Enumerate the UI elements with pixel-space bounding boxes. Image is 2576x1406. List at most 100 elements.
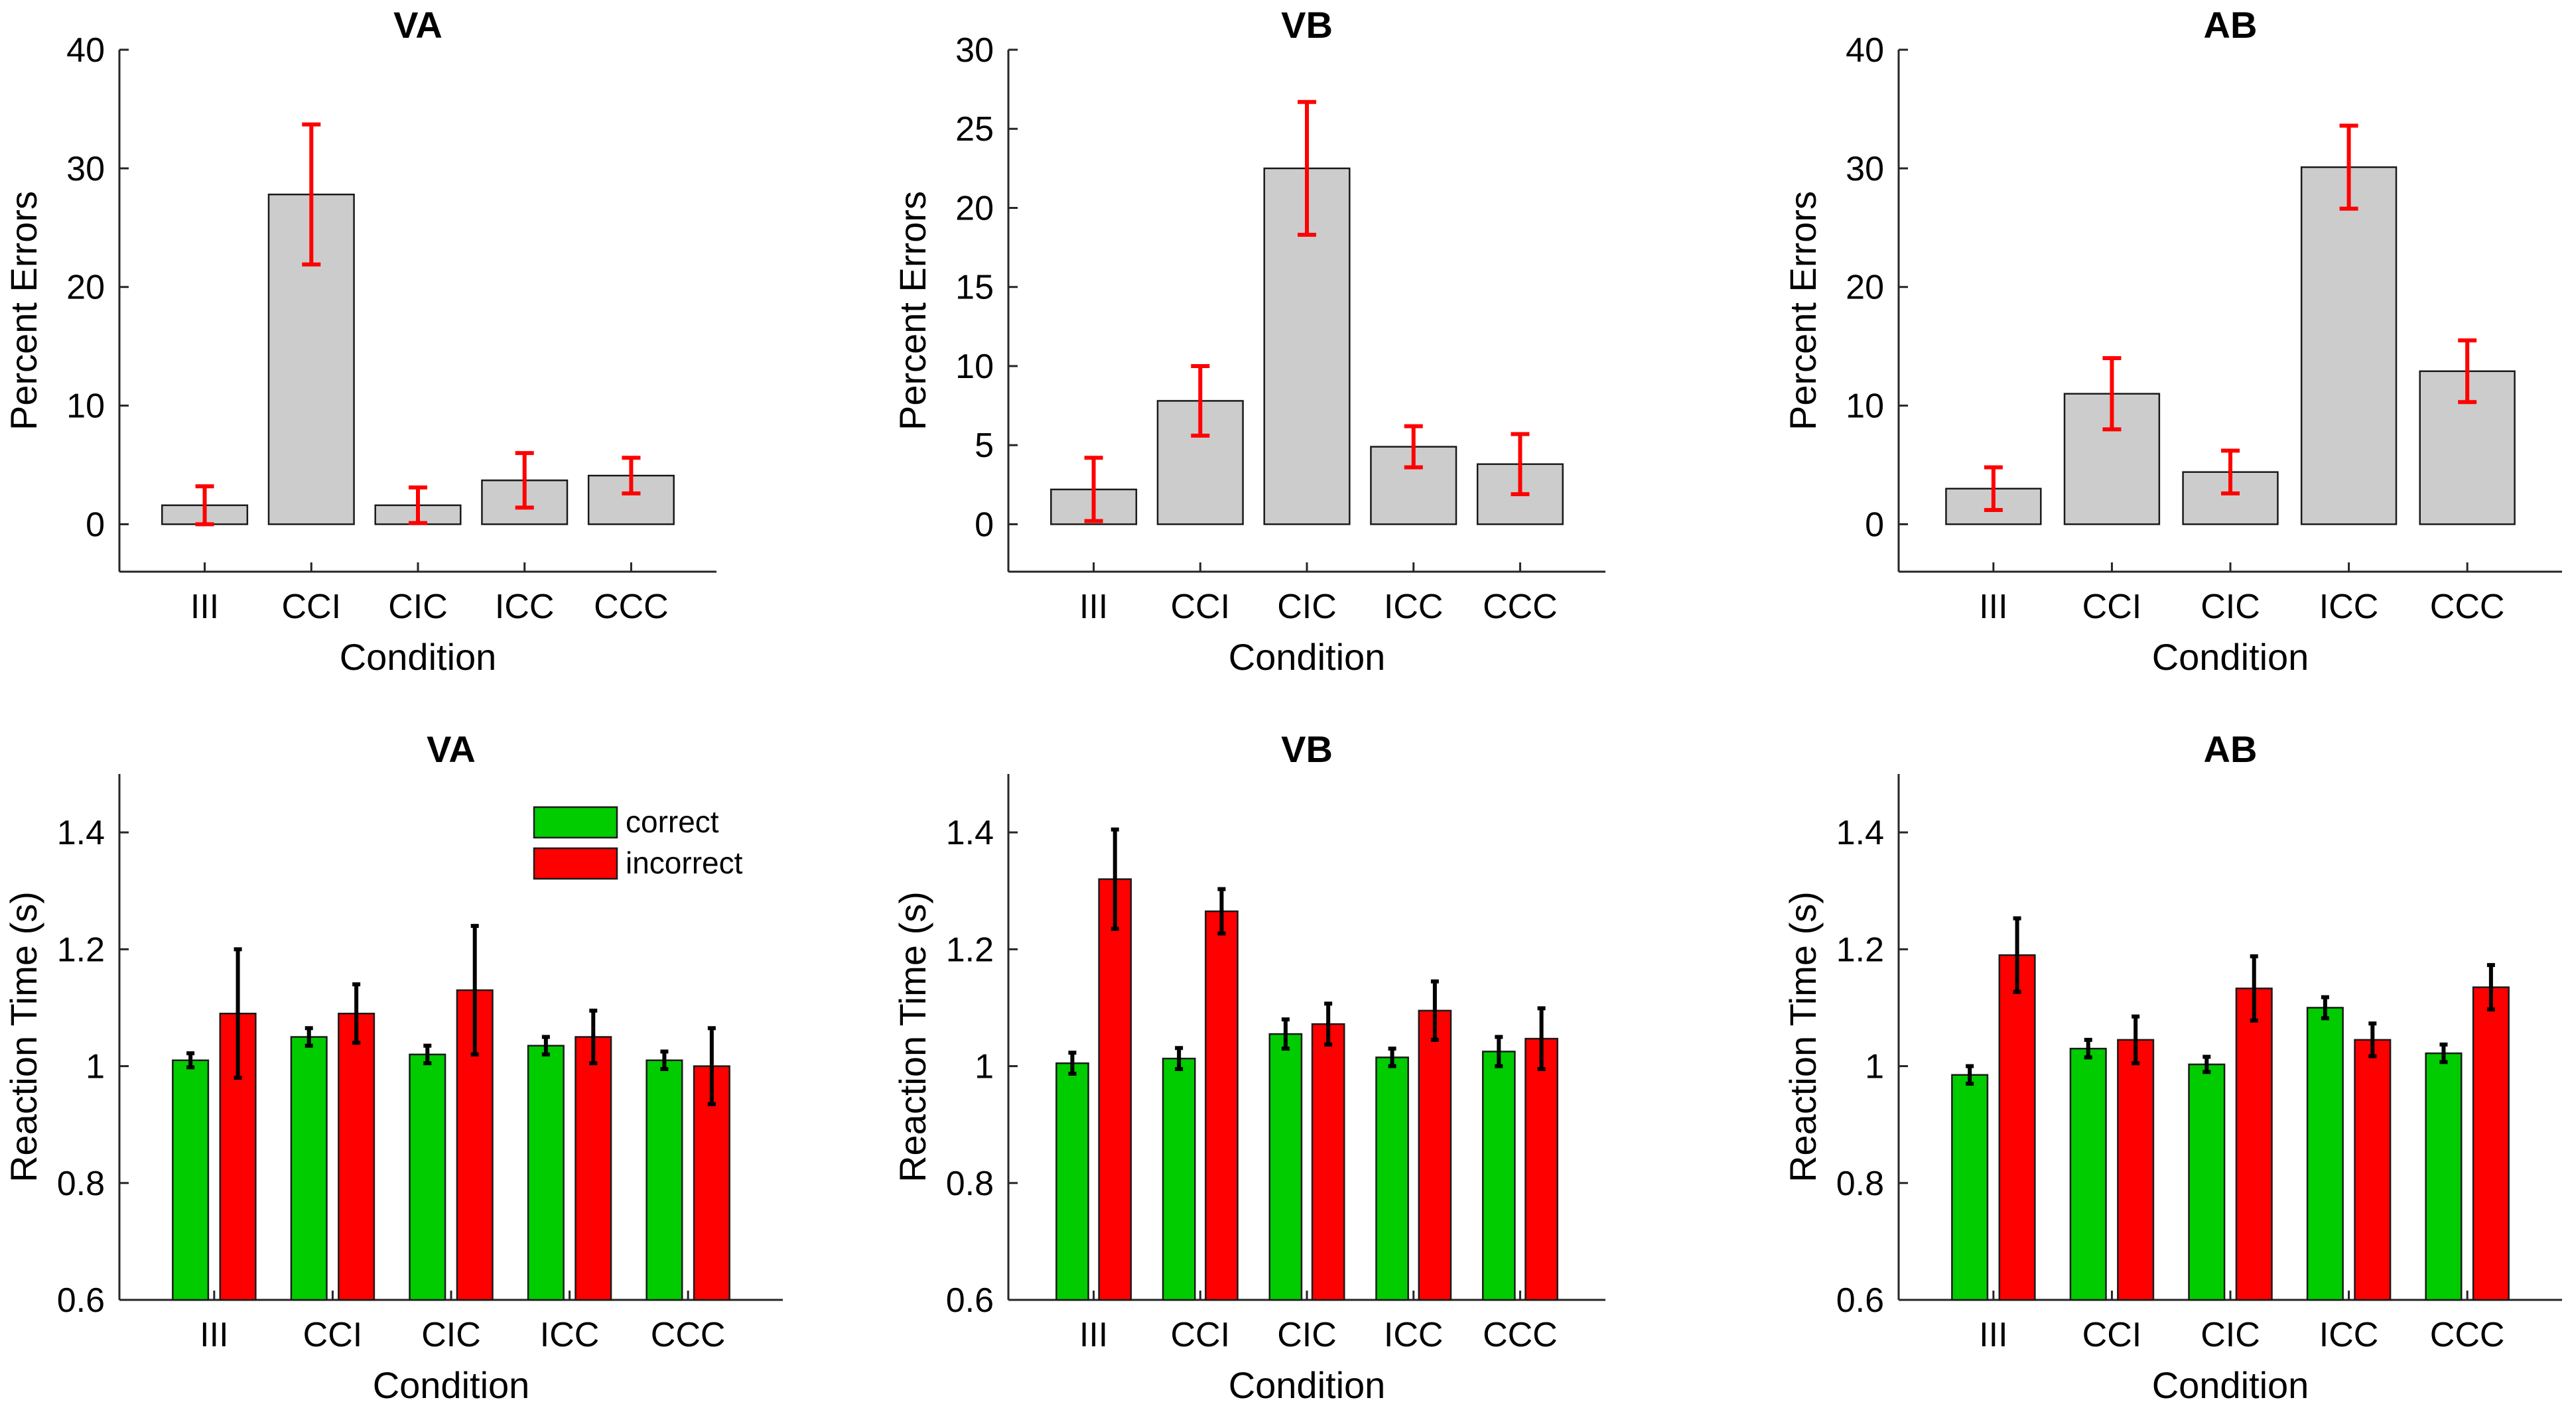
y-tick-label: 0.6: [57, 1281, 105, 1320]
y-tick-label: 0: [86, 505, 105, 544]
x-tick-label: III: [1079, 1316, 1108, 1354]
y-tick-label: 1.2: [57, 930, 105, 969]
x-tick-label: CCI: [2082, 588, 2142, 626]
x-tick-label: CIC: [1277, 1316, 1337, 1354]
x-tick-label: ICC: [540, 1316, 600, 1354]
x-tick-label: CCC: [1483, 588, 1558, 626]
y-tick-label: 0.8: [1836, 1165, 1884, 1203]
bar-correct-CCC: [2425, 1052, 2463, 1301]
y-tick-label: 10: [1846, 387, 1884, 426]
chart-panel-6: AB 0.6 0.8 1 1.2 1.4 III CCI CIC ICC CCC Condition R…: [1782, 728, 2562, 1406]
bar-incorrect-III: [1098, 878, 1132, 1301]
y-tick-label: 30: [1846, 150, 1884, 188]
y-tick-label: 30: [955, 31, 994, 70]
x-tick-label: CIC: [388, 588, 448, 626]
x-tick-label: ICC: [495, 588, 555, 626]
bar-correct-III: [1951, 1074, 1989, 1301]
bar-correct-CCI: [1162, 1057, 1196, 1301]
x-tick-label: ICC: [1384, 588, 1444, 626]
y-tick-label: 1: [1865, 1048, 1884, 1086]
legend-label-correct: correct: [626, 804, 719, 839]
bar-correct-ICC: [527, 1045, 565, 1301]
y-tick-label: 10: [66, 387, 105, 426]
y-tick-label: 5: [975, 426, 994, 465]
y-tick-label: 25: [955, 110, 994, 149]
chart-panel-1: VA 0 10 20 30 40 III CCI CIC ICC CCC Condition Perce…: [3, 4, 716, 678]
x-tick-label: CCC: [1483, 1316, 1558, 1354]
y-tick-label: 1.4: [946, 814, 994, 852]
bar-correct-CIC: [2188, 1063, 2226, 1301]
y-axis-label: Percent Errors: [1782, 191, 1824, 430]
chart-panel-2: VB 0 5 10 15 20 25 30 III CCI CIC ICC CCC Condition Pe…: [892, 4, 1605, 678]
chart-panel-3: AB 0 10 20 30 40 III CCI CIC ICC CCC Condition Perce…: [1782, 4, 2562, 678]
x-tick-label: CIC: [1277, 588, 1337, 626]
chart-panel-4: VA 0.6 0.8 1 1.2 1.4 III CCI CIC ICC CCC Condition R…: [3, 728, 783, 1406]
bar-correct-CIC: [1268, 1033, 1303, 1301]
bar-incorrect-CCI: [338, 1013, 375, 1301]
x-tick-label: CCC: [2430, 588, 2505, 626]
x-tick-label: CCI: [2082, 1316, 2142, 1354]
legend-label-incorrect: incorrect: [626, 846, 743, 880]
y-axis-label: Percent Errors: [892, 191, 933, 430]
chart-title: VB: [1281, 4, 1333, 46]
y-tick-label: 40: [1846, 31, 1884, 70]
y-axis-label: Reaction Time (s): [1782, 891, 1824, 1182]
y-tick-label: 15: [955, 269, 994, 307]
bar-correct-CCI: [290, 1036, 328, 1301]
x-axis-label: Condition: [2152, 1364, 2309, 1406]
bar-correct-CIC: [409, 1053, 446, 1301]
chart-title: AB: [2204, 728, 2258, 770]
y-tick-label: 20: [955, 189, 994, 227]
y-tick-label: 40: [66, 31, 105, 70]
bar-errors-ICC: [2300, 166, 2398, 525]
bar-incorrect-ICC: [1418, 1009, 1452, 1301]
y-tick-label: 1.4: [57, 814, 105, 852]
x-tick-label: CIC: [2201, 588, 2260, 626]
y-tick-label: 30: [66, 150, 105, 188]
y-tick-label: 0: [1865, 505, 1884, 544]
y-tick-label: 1.2: [1836, 930, 1884, 969]
x-tick-label: III: [1979, 1316, 2007, 1354]
bar-correct-III: [1055, 1062, 1089, 1301]
y-tick-label: 20: [1846, 269, 1884, 307]
y-axis-label: Reaction Time (s): [892, 891, 933, 1182]
bar-incorrect-III: [1998, 954, 2036, 1301]
bar-correct-CCI: [2069, 1047, 2107, 1301]
chart-panel-5: VB 0.6 0.8 1 1.2 1.4 III CCI CIC ICC CCC Condition R…: [892, 728, 1605, 1406]
bar-incorrect-CCI: [1205, 910, 1239, 1301]
x-tick-label: III: [1979, 588, 2007, 626]
x-axis-label: Condition: [1229, 1364, 1386, 1406]
y-tick-label: 0.8: [57, 1165, 105, 1203]
x-tick-label: CCC: [651, 1316, 726, 1354]
x-tick-label: III: [1079, 588, 1108, 626]
x-axis-label: Condition: [340, 636, 497, 678]
bar-correct-ICC: [1375, 1056, 1409, 1301]
y-tick-label: 10: [955, 348, 994, 386]
x-axis-label: Condition: [2152, 636, 2309, 678]
x-tick-label: CIC: [2201, 1316, 2260, 1354]
x-tick-label: CIC: [421, 1316, 481, 1354]
y-tick-label: 1.4: [1836, 814, 1884, 852]
x-tick-label: ICC: [1384, 1316, 1444, 1354]
y-tick-label: 0.6: [946, 1281, 994, 1320]
x-tick-label: III: [190, 588, 219, 626]
bar-incorrect-CCI: [2117, 1039, 2155, 1301]
y-axis-label: Percent Errors: [3, 191, 44, 430]
x-tick-label: CCI: [1171, 588, 1231, 626]
y-tick-label: 0: [975, 505, 994, 544]
chart-title: VA: [393, 4, 442, 46]
bar-incorrect-CCC: [2472, 986, 2510, 1301]
y-tick-label: 1: [975, 1048, 994, 1086]
x-tick-label: CCI: [303, 1316, 363, 1354]
bar-incorrect-ICC: [2354, 1039, 2392, 1301]
y-tick-label: 20: [66, 269, 105, 307]
y-axis-label: Reaction Time (s): [3, 891, 44, 1182]
y-tick-label: 1: [86, 1048, 105, 1086]
y-tick-label: 0.6: [1836, 1281, 1884, 1320]
legend-swatch-correct: [533, 806, 618, 839]
legend: correct incorrect: [533, 804, 743, 880]
x-tick-label: CCI: [1171, 1316, 1231, 1354]
bar-correct-CCC: [645, 1059, 683, 1301]
y-tick-label: 1.2: [946, 930, 994, 969]
